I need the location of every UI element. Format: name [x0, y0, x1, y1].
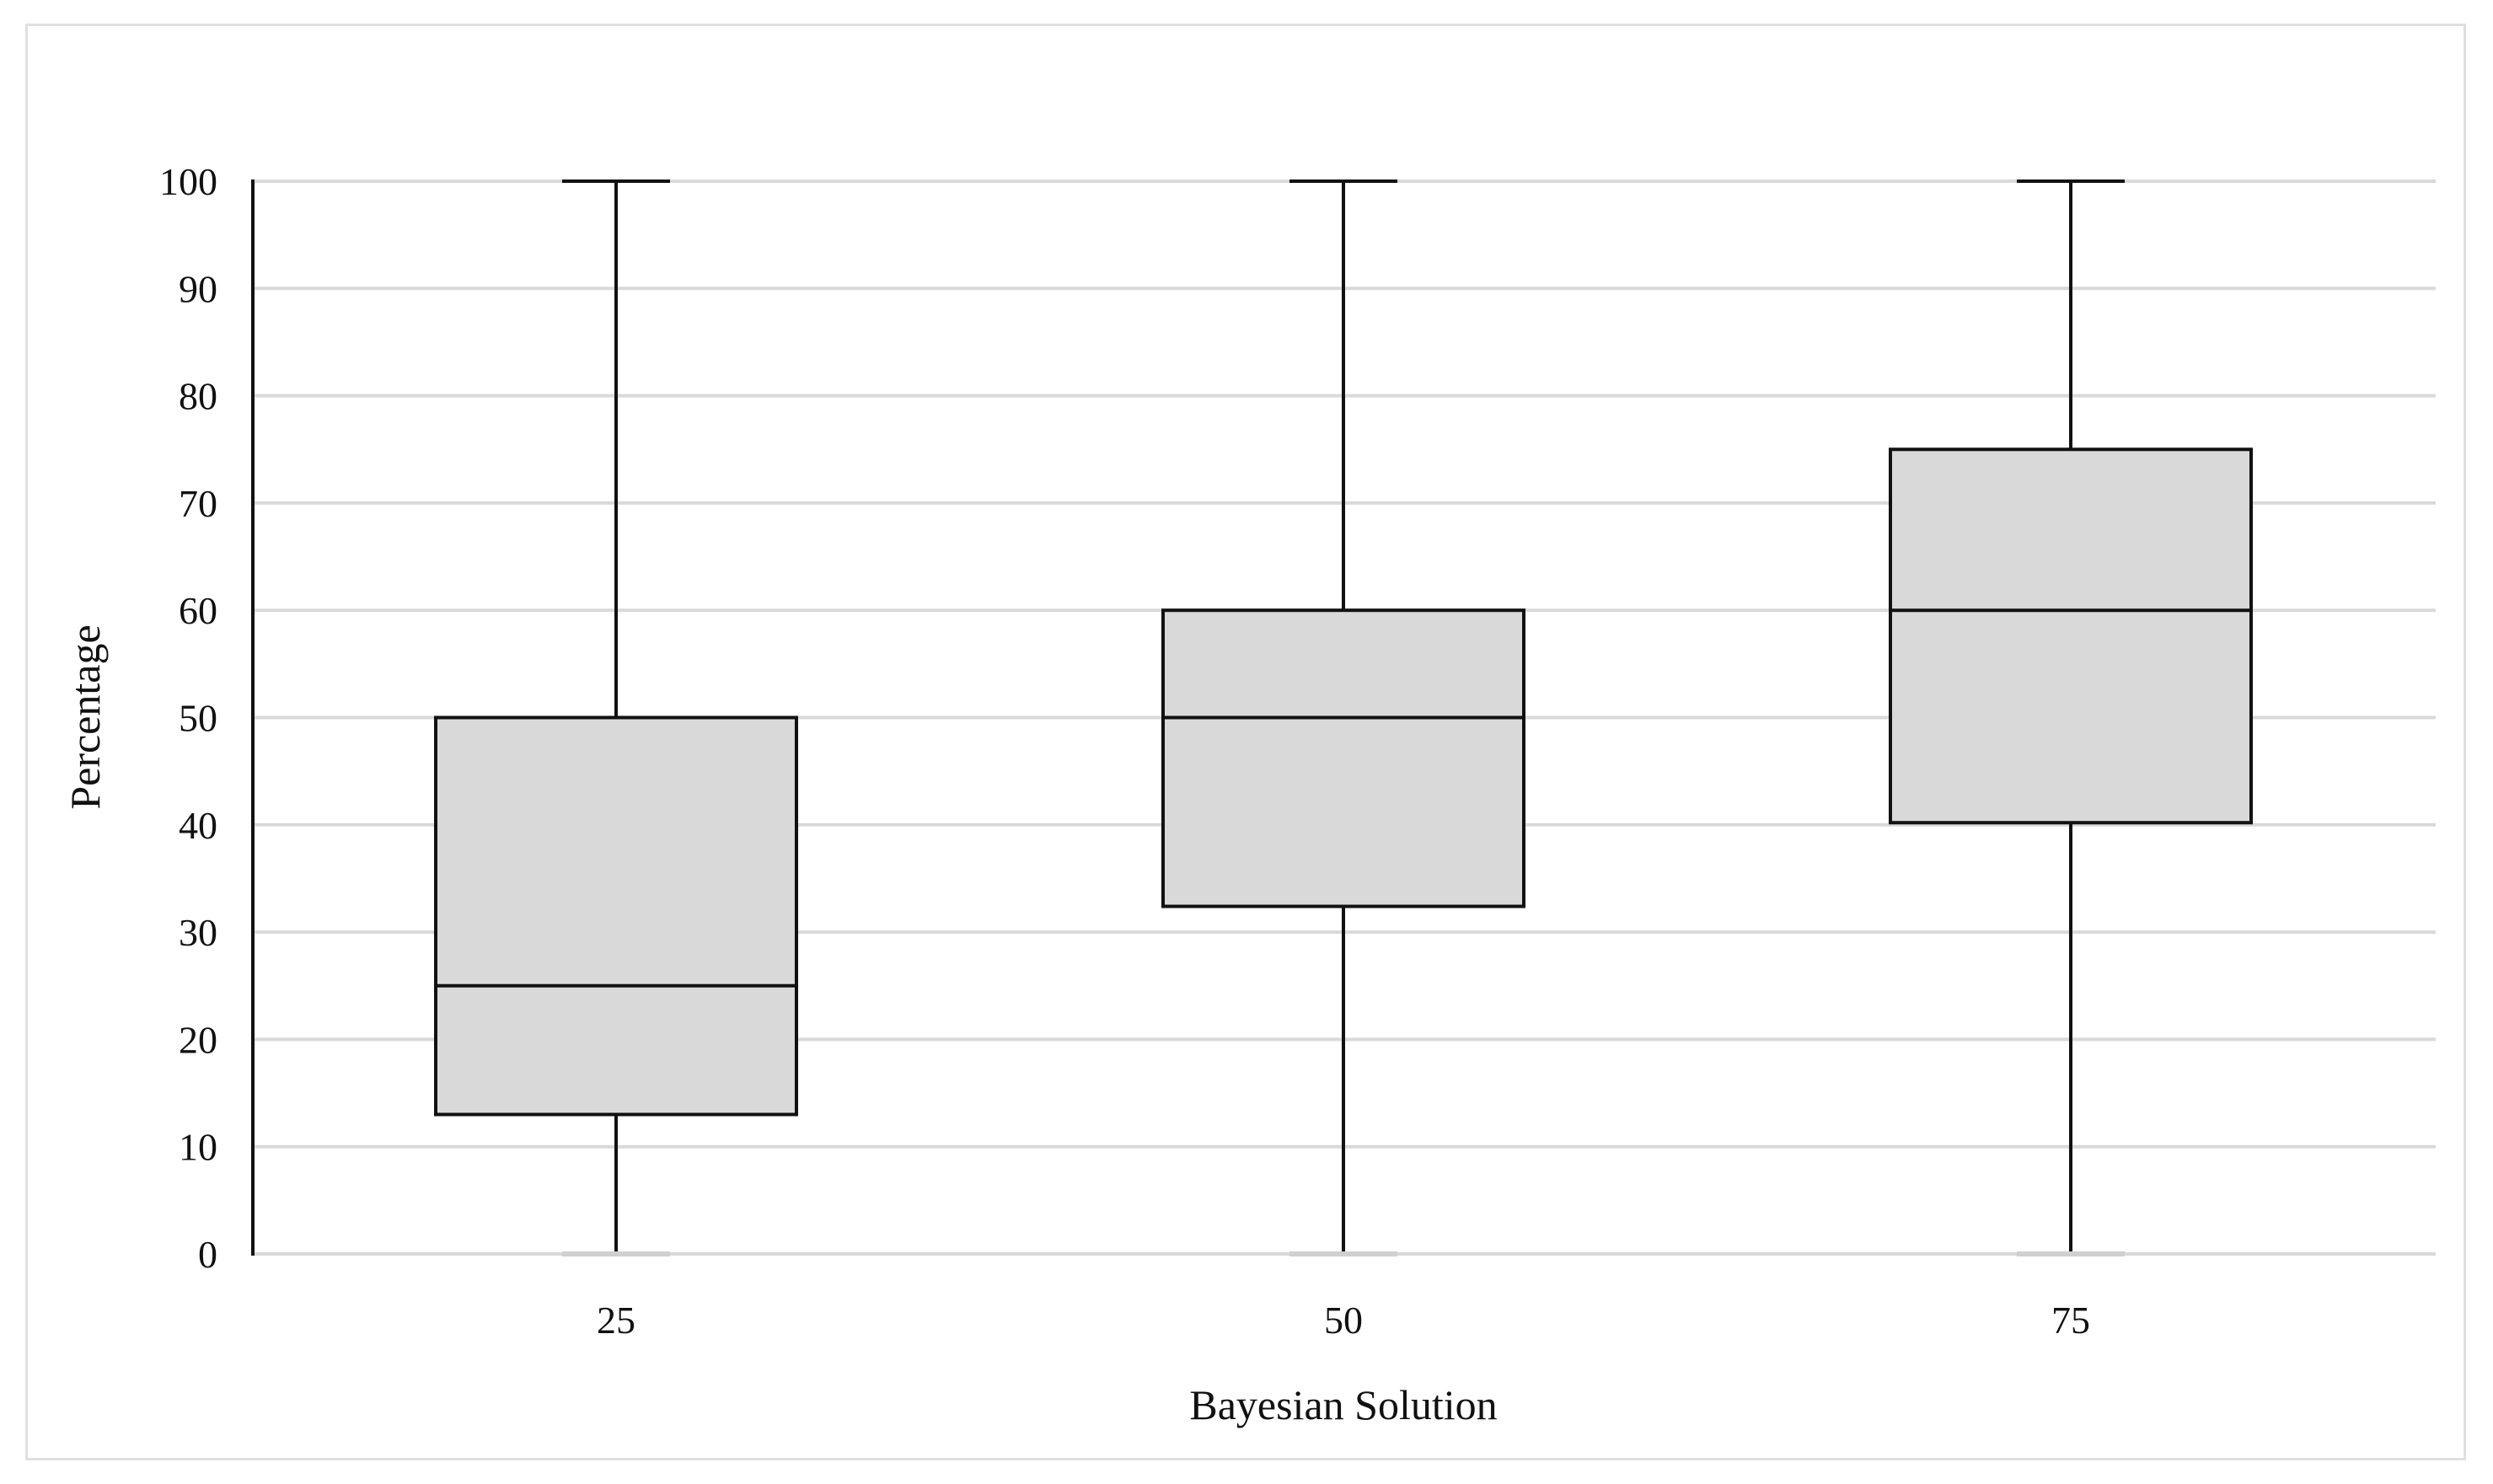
- y-tick-label: 50: [179, 697, 217, 740]
- iqr-box: [434, 715, 798, 1117]
- y-tick-label: 90: [179, 267, 217, 310]
- box-75: [1889, 179, 2253, 1256]
- y-tick-label: 40: [179, 804, 217, 847]
- y-tick-label: 20: [179, 1018, 217, 1061]
- x-axis-title: Bayesian Solution: [1189, 1381, 1497, 1428]
- iqr-box: [1161, 608, 1525, 908]
- y-tick-label: 30: [179, 911, 217, 954]
- y-axis-title: Percentage: [62, 624, 109, 809]
- x-tick-labels: 25 50 75: [597, 1299, 2090, 1342]
- y-tick-label: 0: [198, 1233, 217, 1276]
- y-tick-labels: 0 10 20 30 40 50 60 70 80 90 100: [159, 160, 217, 1276]
- x-tick-label: 25: [597, 1299, 635, 1342]
- boxes-layer: [434, 179, 2253, 1256]
- y-tick-label: 100: [159, 160, 217, 203]
- y-tick-label: 10: [179, 1126, 217, 1169]
- iqr-box: [1889, 447, 2253, 825]
- box-25: [434, 179, 798, 1256]
- x-tick-label: 50: [1324, 1299, 1363, 1342]
- y-tick-label: 80: [179, 375, 217, 418]
- x-tick-label: 75: [2051, 1299, 2090, 1342]
- y-tick-label: 60: [179, 589, 217, 632]
- y-tick-label: 70: [179, 482, 217, 525]
- box-50: [1161, 179, 1525, 1256]
